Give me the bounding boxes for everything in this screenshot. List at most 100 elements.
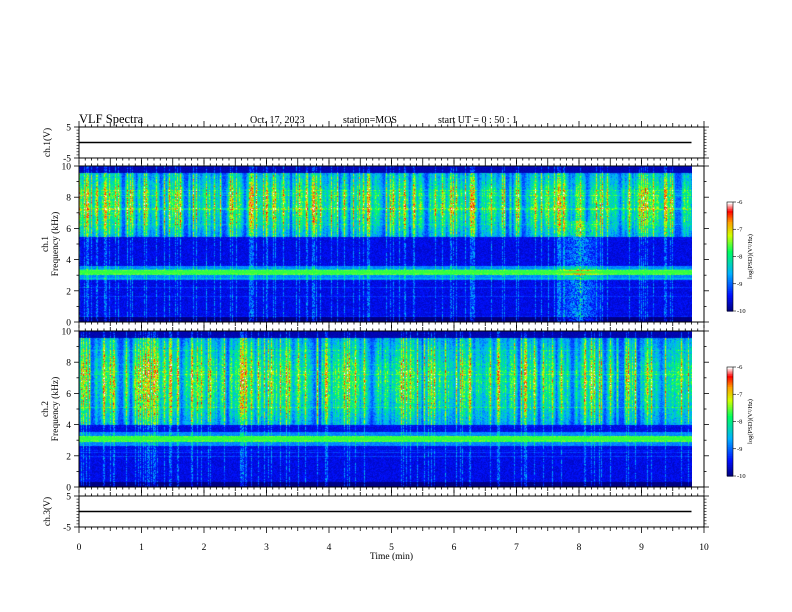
colorbar-swatch: [727, 468, 733, 472]
colorbar-swatch: [727, 377, 733, 381]
y-tick-label: 2: [66, 452, 71, 462]
colorbar-swatch: [727, 245, 733, 249]
colorbar-swatch: [727, 374, 733, 377]
colorbar-swatch: [727, 220, 733, 223]
colorbar-swatch: [727, 243, 733, 247]
colorbar-tick-label: -6: [737, 364, 743, 371]
colorbar-swatch: [727, 459, 733, 463]
colorbar-swatch: [727, 432, 733, 435]
colorbar-swatch: [727, 383, 733, 386]
colorbar-swatch: [727, 205, 733, 209]
colorbar-swatch: [727, 251, 733, 254]
colorbar-swatch: [727, 423, 733, 426]
colorbar-tick-label: -9: [737, 281, 742, 288]
colorbar-swatch: [727, 202, 733, 205]
colorbar-swatch: [727, 289, 733, 292]
colorbar-swatch: [727, 417, 733, 421]
figure-header: VLF Spectra Oct. 17, 2023 station=MOS st…: [79, 112, 517, 126]
colorbar-swatch: [727, 372, 733, 375]
colorbar-swatch: [727, 221, 733, 225]
colorbar-swatch: [727, 281, 733, 285]
colorbar-swatch: [727, 263, 733, 267]
y-tick-label: 8: [66, 359, 71, 369]
figure-title: VLF Spectra: [79, 112, 144, 126]
colorbar-tick-label: -8: [737, 254, 742, 261]
colorbar-label: log(PSD)(V²/Hz): [747, 399, 754, 444]
frequency-axis-label: Frequency (kHz): [50, 377, 61, 442]
panel-ch2-spectrogram: 0 2 4 6 8 10 ch.2 Frequency (kHz) -6 -7 -8 -9 -10 log…: [41, 325, 754, 494]
colorbar-swatch: [727, 388, 733, 392]
colorbar-swatch: [727, 405, 733, 408]
colorbar-swatch: [727, 434, 733, 437]
date-label: Oct. 17, 2023: [250, 115, 304, 126]
colorbar-label: log(PSD)(V²/Hz): [747, 234, 754, 279]
colorbar-swatch: [727, 254, 733, 258]
colorbar-swatch: [727, 203, 733, 207]
colorbar-tick-label: -9: [737, 446, 742, 453]
colorbar-swatch: [727, 303, 733, 307]
colorbar-swatch: [727, 218, 733, 221]
colorbar-swatch: [727, 283, 733, 287]
colorbar-swatch: [727, 419, 733, 423]
colorbar-swatch: [727, 301, 733, 305]
colorbar-swatch: [727, 396, 733, 399]
colorbar-swatch: [727, 385, 733, 388]
channel-label: ch.1: [41, 236, 51, 252]
colorbar-swatch: [727, 291, 733, 294]
colorbar-swatch: [727, 296, 733, 299]
colorbar-swatch: [727, 305, 733, 308]
y-tick-label: 0: [66, 484, 71, 494]
colorbar-swatch: [727, 247, 733, 250]
colorbar-swatch: [727, 216, 733, 219]
colorbar-swatch: [727, 234, 733, 238]
colorbar-swatch: [727, 446, 733, 450]
ch1-colorbar: -6 -7 -8 -9 -10 log(PSD)(V²/Hz): [726, 199, 754, 315]
colorbar-swatch: [727, 300, 733, 303]
colorbar-swatch: [727, 445, 733, 448]
colorbar-swatch: [727, 227, 733, 230]
colorbar-swatch: [727, 307, 733, 310]
colorbar-swatch: [727, 287, 733, 290]
colorbar-swatch: [727, 276, 733, 279]
colorbar-tick-label: -10: [737, 308, 746, 315]
colorbar-swatch: [727, 386, 733, 390]
y-tick-label: -5: [63, 524, 71, 534]
colorbar-swatch: [727, 425, 733, 428]
colorbar-swatch: [727, 443, 733, 446]
colorbar-swatch: [727, 229, 733, 232]
x-tick-label: 9: [639, 543, 644, 553]
colorbar-swatch: [727, 260, 733, 263]
y-tick-label: 6: [66, 390, 71, 400]
colorbar-swatch: [727, 309, 733, 312]
colorbar-swatch: [727, 403, 733, 406]
colorbar-swatch: [727, 376, 733, 379]
colorbar-swatch: [727, 450, 733, 453]
colorbar-swatch: [727, 426, 733, 430]
colorbar-tick-label: -7: [737, 391, 743, 398]
station-label: station=MOS: [343, 115, 397, 126]
y-tick-label: 8: [66, 194, 71, 204]
colorbar-swatch: [727, 238, 733, 241]
colorbar-swatch: [727, 406, 733, 410]
colorbar-swatch: [727, 269, 733, 272]
colorbar-swatch: [727, 410, 733, 414]
colorbar-swatch: [727, 258, 733, 261]
x-tick-label: 4: [327, 543, 332, 553]
colorbar-swatch: [727, 397, 733, 401]
x-axis-label: Time (min): [370, 551, 413, 562]
y-axis-label: ch.1(V): [42, 128, 53, 157]
x-tick-label: 2: [202, 543, 207, 553]
colorbar-swatch: [727, 294, 733, 298]
colorbar-swatch: [727, 212, 733, 216]
y-tick-label: 5: [66, 124, 71, 134]
colorbar-swatch: [727, 271, 733, 274]
x-tick-label: 6: [452, 543, 457, 553]
colorbar-swatch: [727, 280, 733, 283]
colorbar-swatch: [727, 211, 733, 214]
colorbar-swatch: [727, 379, 733, 383]
panel-ch1-waveform: 5 -5 ch.1(V): [42, 121, 709, 165]
y-tick-label: -5: [63, 155, 71, 165]
colorbar-swatch: [727, 394, 733, 397]
colorbar-tick-label: -8: [737, 419, 742, 426]
colorbar-swatch: [727, 470, 733, 473]
